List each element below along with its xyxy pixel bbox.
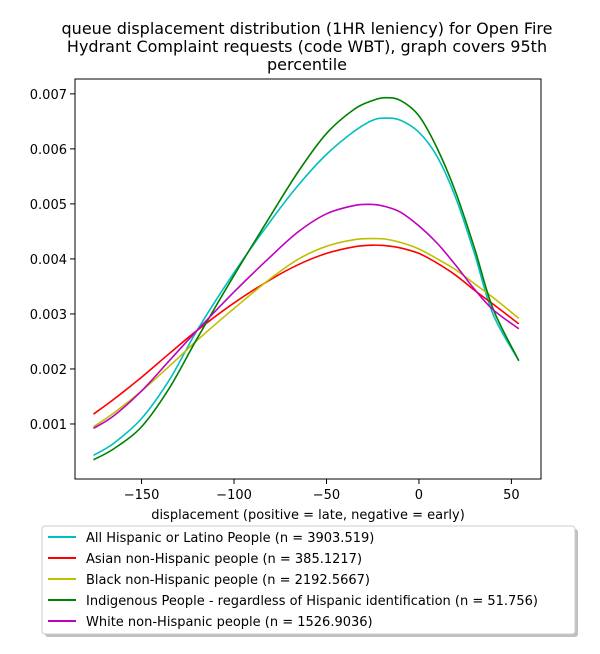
y-tick-label: 0.002 — [30, 363, 67, 378]
series-line-3 — [93, 237, 520, 428]
chart-title: queue displacement distribution (1HR len… — [62, 19, 553, 74]
x-tick-label: 0 — [415, 488, 423, 503]
y-tick-label: 0.001 — [30, 418, 67, 433]
plot-frame — [74, 78, 542, 480]
y-tick-label: 0.005 — [30, 198, 67, 213]
x-axis-label: displacement (positive = late, negative … — [151, 508, 465, 523]
x-tick-label: −100 — [216, 488, 252, 503]
legend-label-4: Indigenous People - regardless of Hispan… — [86, 594, 538, 609]
y-tick-label: 0.007 — [30, 88, 67, 103]
series-line-5 — [93, 203, 520, 430]
plot-lines — [93, 96, 520, 461]
chart-title-line-3: percentile — [267, 55, 347, 74]
legend-box — [41, 525, 576, 635]
x-tick-label: −50 — [313, 488, 340, 503]
y-axis: 0.001 0.002 0.003 0.004 0.005 0.006 0.007 — [30, 88, 75, 433]
chart-title-line-2: Hydrant Complaint requests (code WBT), g… — [67, 37, 547, 56]
y-tick-label: 0.003 — [30, 308, 67, 323]
y-tick-label: 0.004 — [30, 253, 67, 268]
x-tick-label: 50 — [503, 488, 520, 503]
chart-title-line-1: queue displacement distribution (1HR len… — [62, 19, 553, 38]
x-tick-label: −150 — [124, 488, 160, 503]
series-line-4 — [93, 96, 520, 461]
series-line-2 — [93, 244, 520, 415]
legend-label-2: Asian non-Hispanic people (n = 385.1217) — [86, 552, 362, 567]
series-line-1 — [93, 117, 520, 457]
legend: All Hispanic or Latino People (n = 3903.… — [41, 525, 578, 637]
legend-label-1: All Hispanic or Latino People (n = 3903.… — [86, 531, 374, 546]
y-tick-label: 0.006 — [30, 143, 67, 158]
legend-label-3: Black non-Hispanic people (n = 2192.5667… — [86, 573, 370, 588]
legend-label-5: White non-Hispanic people (n = 1526.9036… — [86, 615, 373, 630]
x-axis: −150 −100 −50 0 50 — [124, 479, 520, 503]
